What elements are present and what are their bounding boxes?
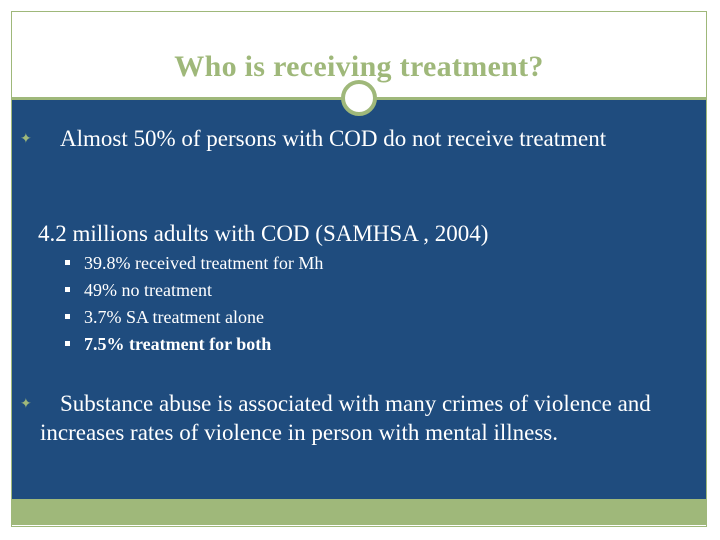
- square-bullet-icon: [65, 314, 70, 319]
- square-bullet-icon: [65, 287, 70, 292]
- slide-frame: [11, 11, 707, 527]
- bullet-text: Substance abuse is associated with many …: [40, 391, 651, 445]
- sub-bullet-text: 49% no treatment: [84, 280, 212, 300]
- footer-band: [12, 499, 706, 525]
- square-bullet-icon: [65, 341, 70, 346]
- bullet-text: 4.2 millions adults with COD (SAMHSA , 2…: [38, 221, 489, 246]
- bullet-item: ✦ Substance abuse is associated with many…: [20, 390, 660, 447]
- bullet-item: 4.2 millions adults with COD (SAMHSA , 2…: [38, 220, 658, 248]
- bullet-item: ✦ Almost 50% of persons with COD do not r…: [20, 125, 660, 154]
- sub-bullet-item: 7.5% treatment for both: [65, 331, 625, 358]
- sub-bullet-item: 49% no treatment: [65, 277, 625, 304]
- bullet-marker-icon: ✦: [20, 397, 32, 412]
- bullet-marker-icon: ✦: [20, 132, 32, 147]
- circle-ornament-inner: [346, 85, 372, 111]
- sub-bullet-text: 3.7% SA treatment alone: [84, 307, 264, 327]
- sub-bullet-item: 3.7% SA treatment alone: [65, 304, 625, 331]
- sub-bullet-list: 39.8% received treatment for Mh 49% no t…: [65, 250, 625, 358]
- sub-bullet-text: 7.5% treatment for both: [84, 334, 272, 354]
- sub-bullet-text: 39.8% received treatment for Mh: [84, 253, 324, 273]
- bullet-text: Almost 50% of persons with COD do not re…: [60, 126, 607, 151]
- content-area: [12, 98, 706, 499]
- square-bullet-icon: [65, 260, 70, 265]
- sub-bullet-item: 39.8% received treatment for Mh: [65, 250, 625, 277]
- slide-title: Who is receiving treatment?: [174, 50, 544, 83]
